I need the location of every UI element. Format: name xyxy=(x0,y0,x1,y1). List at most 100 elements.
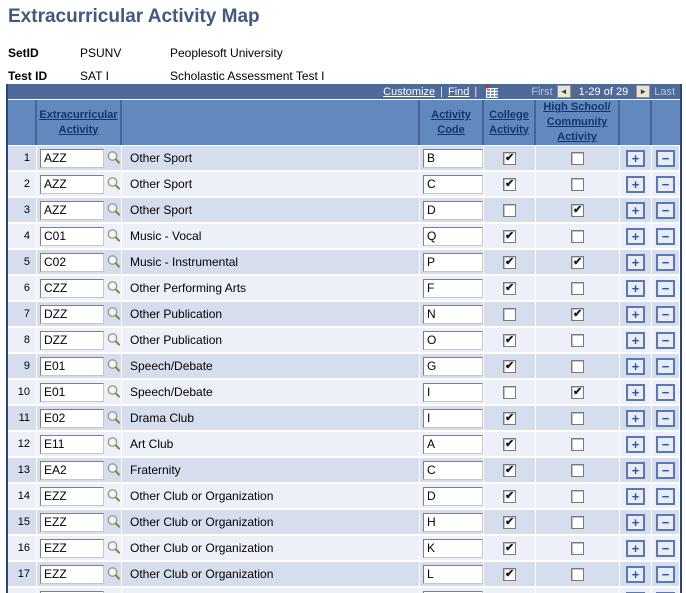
college-activity-checkbox[interactable] xyxy=(503,307,516,321)
lookup-magnifier-icon[interactable] xyxy=(106,358,122,374)
lookup-magnifier-icon[interactable] xyxy=(106,514,122,530)
test-activity-code-input[interactable] xyxy=(423,226,483,246)
customize-link[interactable]: Customize xyxy=(383,85,436,98)
activity-code-input[interactable] xyxy=(40,304,104,324)
delete-row-button[interactable]: − xyxy=(656,175,675,193)
delete-row-button[interactable]: − xyxy=(656,565,675,583)
lookup-magnifier-icon[interactable] xyxy=(106,150,122,166)
highschool-community-activity-checkbox[interactable] xyxy=(571,463,584,477)
test-activity-code-input[interactable] xyxy=(423,460,483,480)
college-activity-checkbox[interactable] xyxy=(503,359,516,373)
download-grid-icon[interactable] xyxy=(484,85,499,98)
lookup-magnifier-icon[interactable] xyxy=(106,228,122,244)
test-activity-code-input[interactable] xyxy=(423,564,483,584)
activity-code-input[interactable] xyxy=(40,564,104,584)
test-activity-code-input[interactable] xyxy=(423,148,483,168)
college-activity-checkbox[interactable] xyxy=(503,151,516,165)
lookup-magnifier-icon[interactable] xyxy=(106,462,122,478)
add-row-button[interactable]: + xyxy=(626,149,645,167)
lookup-magnifier-icon[interactable] xyxy=(106,332,122,348)
add-row-button[interactable]: + xyxy=(626,279,645,297)
college-activity-checkbox[interactable] xyxy=(503,437,516,451)
activity-code-input[interactable] xyxy=(40,200,104,220)
college-activity-checkbox[interactable] xyxy=(503,385,516,399)
activity-code-input[interactable] xyxy=(40,330,104,350)
test-activity-code-input[interactable] xyxy=(423,486,483,506)
lookup-magnifier-icon[interactable] xyxy=(106,384,122,400)
add-row-button[interactable]: + xyxy=(626,591,645,593)
add-row-button[interactable]: + xyxy=(626,513,645,531)
pager-last-label[interactable]: Last xyxy=(654,85,675,98)
add-row-button[interactable]: + xyxy=(626,383,645,401)
activity-code-input[interactable] xyxy=(40,174,104,194)
activity-code-input[interactable] xyxy=(40,590,104,593)
highschool-community-activity-checkbox[interactable] xyxy=(571,307,584,321)
highschool-community-activity-checkbox[interactable] xyxy=(571,541,584,555)
lookup-magnifier-icon[interactable] xyxy=(106,254,122,270)
activity-code-input[interactable] xyxy=(40,408,104,428)
delete-row-button[interactable]: − xyxy=(656,253,675,271)
activity-code-input[interactable] xyxy=(40,538,104,558)
add-row-button[interactable]: + xyxy=(626,253,645,271)
college-activity-checkbox[interactable] xyxy=(503,411,516,425)
lookup-magnifier-icon[interactable] xyxy=(106,202,122,218)
test-activity-code-input[interactable] xyxy=(423,590,483,593)
college-activity-checkbox[interactable] xyxy=(503,229,516,243)
add-row-button[interactable]: + xyxy=(626,175,645,193)
add-row-button[interactable]: + xyxy=(626,461,645,479)
highschool-community-activity-checkbox[interactable] xyxy=(571,359,584,373)
test-activity-code-input[interactable] xyxy=(423,252,483,272)
highschool-community-activity-checkbox[interactable] xyxy=(571,255,584,269)
highschool-community-activity-checkbox[interactable] xyxy=(571,411,584,425)
test-activity-code-input[interactable] xyxy=(423,330,483,350)
lookup-magnifier-icon[interactable] xyxy=(106,176,122,192)
highschool-community-activity-checkbox[interactable] xyxy=(571,281,584,295)
test-activity-code-input[interactable] xyxy=(423,278,483,298)
college-activity-checkbox[interactable] xyxy=(503,333,516,347)
delete-row-button[interactable]: − xyxy=(656,591,675,593)
add-row-button[interactable]: + xyxy=(626,409,645,427)
add-row-button[interactable]: + xyxy=(626,305,645,323)
add-row-button[interactable]: + xyxy=(626,357,645,375)
highschool-community-activity-checkbox[interactable] xyxy=(571,489,584,503)
delete-row-button[interactable]: − xyxy=(656,513,675,531)
activity-code-input[interactable] xyxy=(40,148,104,168)
lookup-magnifier-icon[interactable] xyxy=(106,280,122,296)
activity-code-input[interactable] xyxy=(40,486,104,506)
delete-row-button[interactable]: − xyxy=(656,487,675,505)
activity-code-input[interactable] xyxy=(40,356,104,376)
pager-first-label[interactable]: First xyxy=(531,85,553,98)
test-activity-code-input[interactable] xyxy=(423,382,483,402)
delete-row-button[interactable]: − xyxy=(656,279,675,297)
highschool-community-activity-checkbox[interactable] xyxy=(571,437,584,451)
lookup-magnifier-icon[interactable] xyxy=(106,410,122,426)
activity-code-input[interactable] xyxy=(40,434,104,454)
highschool-community-activity-checkbox[interactable] xyxy=(571,229,584,243)
activity-code-input[interactable] xyxy=(40,252,104,272)
delete-row-button[interactable]: − xyxy=(656,331,675,349)
delete-row-button[interactable]: − xyxy=(656,409,675,427)
delete-row-button[interactable]: − xyxy=(656,201,675,219)
test-activity-code-input[interactable] xyxy=(423,538,483,558)
activity-code-input[interactable] xyxy=(40,278,104,298)
delete-row-button[interactable]: − xyxy=(656,357,675,375)
test-activity-code-input[interactable] xyxy=(423,512,483,532)
highschool-community-activity-checkbox[interactable] xyxy=(571,567,584,581)
previous-rows-button[interactable]: ◄ xyxy=(556,85,571,98)
activity-code-input[interactable] xyxy=(40,382,104,402)
highschool-community-activity-checkbox[interactable] xyxy=(571,385,584,399)
highschool-community-activity-checkbox[interactable] xyxy=(571,333,584,347)
activity-code-input[interactable] xyxy=(40,226,104,246)
college-activity-checkbox[interactable] xyxy=(503,567,516,581)
college-activity-checkbox[interactable] xyxy=(503,203,516,217)
delete-row-button[interactable]: − xyxy=(656,383,675,401)
delete-row-button[interactable]: − xyxy=(656,305,675,323)
lookup-magnifier-icon[interactable] xyxy=(106,566,122,582)
activity-code-input[interactable] xyxy=(40,460,104,480)
delete-row-button[interactable]: − xyxy=(656,227,675,245)
test-activity-code-input[interactable] xyxy=(423,304,483,324)
college-activity-checkbox[interactable] xyxy=(503,177,516,191)
delete-row-button[interactable]: − xyxy=(656,435,675,453)
delete-row-button[interactable]: − xyxy=(656,539,675,557)
college-activity-checkbox[interactable] xyxy=(503,281,516,295)
